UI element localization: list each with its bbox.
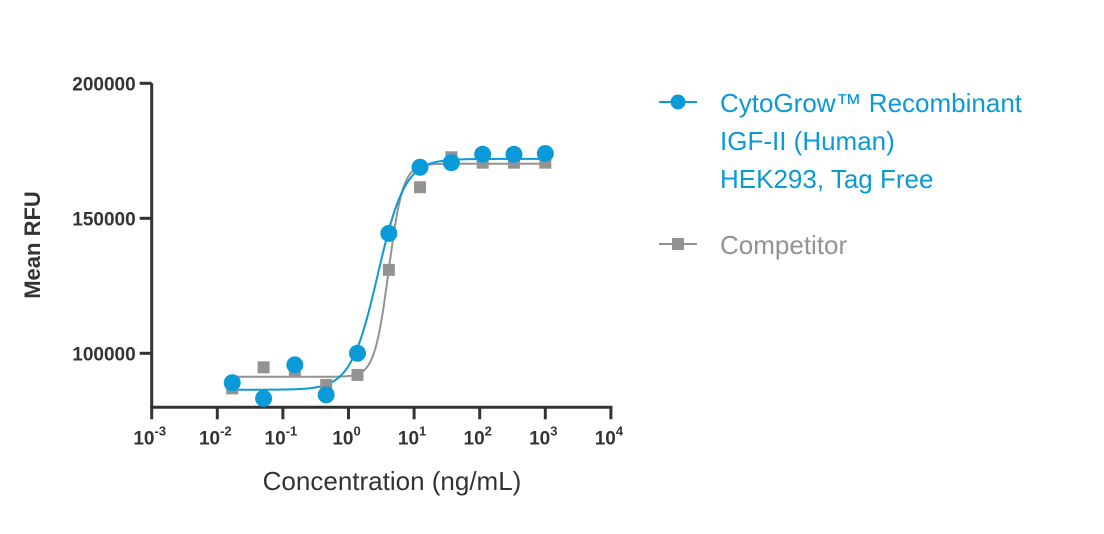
competitor-data-point [413,181,426,194]
cytogrow-data-point [474,145,492,163]
x-tick-label: 100 [332,423,360,449]
cytogrow-data-point [505,145,523,163]
competitor-data-point [351,368,364,381]
legend-square-marker-icon [672,238,684,250]
axes: 200000 150000 100000 10-3 10-2 10-1 100 101 102 1… [72,74,624,449]
x-tick-label: 102 [464,423,492,449]
cytogrow-data-point [286,356,304,374]
x-axis-title: Concentration (ng/mL) [263,466,522,496]
x-tick-label: 104 [595,423,624,449]
cytogrow-data-point [536,145,554,162]
cytogrow-data-point [317,386,335,404]
x-tick-label: 103 [529,423,557,449]
legend-item-cytogrow: CytoGrow™ Recombinant IGF-II (Human) HEK29… [720,84,1022,198]
legend-markers [659,94,697,250]
data-points [223,145,554,407]
x-tick-label: 10-2 [199,423,232,449]
cytogrow-data-point [255,389,273,407]
y-tick-label: 100000 [72,344,135,365]
y-axis-title: Mean RFU [20,191,45,299]
competitor-data-point [257,361,270,374]
y-tick-label: 200000 [72,74,135,95]
competitor-data-point [382,263,395,276]
legend-label-line: CytoGrow™ Recombinant [720,88,1022,118]
cytogrow-data-point [442,154,460,172]
x-tick-label: 10-1 [265,423,298,449]
legend-label-line: HEK293, Tag Free [720,164,934,194]
legend-item-competitor: Competitor [720,226,847,264]
cytogrow-data-point [223,374,241,392]
legend-label-line: Competitor [720,230,848,260]
cytogrow-data-point [348,344,366,362]
cytogrow-data-point [380,224,398,242]
x-tick-label: 101 [398,423,426,449]
y-tick-label: 150000 [72,209,135,230]
legend-label-line: IGF-II (Human) [720,126,895,156]
legend-circle-marker-icon [670,94,686,110]
cytogrow-data-point [411,158,429,176]
x-tick-label: 10-3 [133,423,166,449]
